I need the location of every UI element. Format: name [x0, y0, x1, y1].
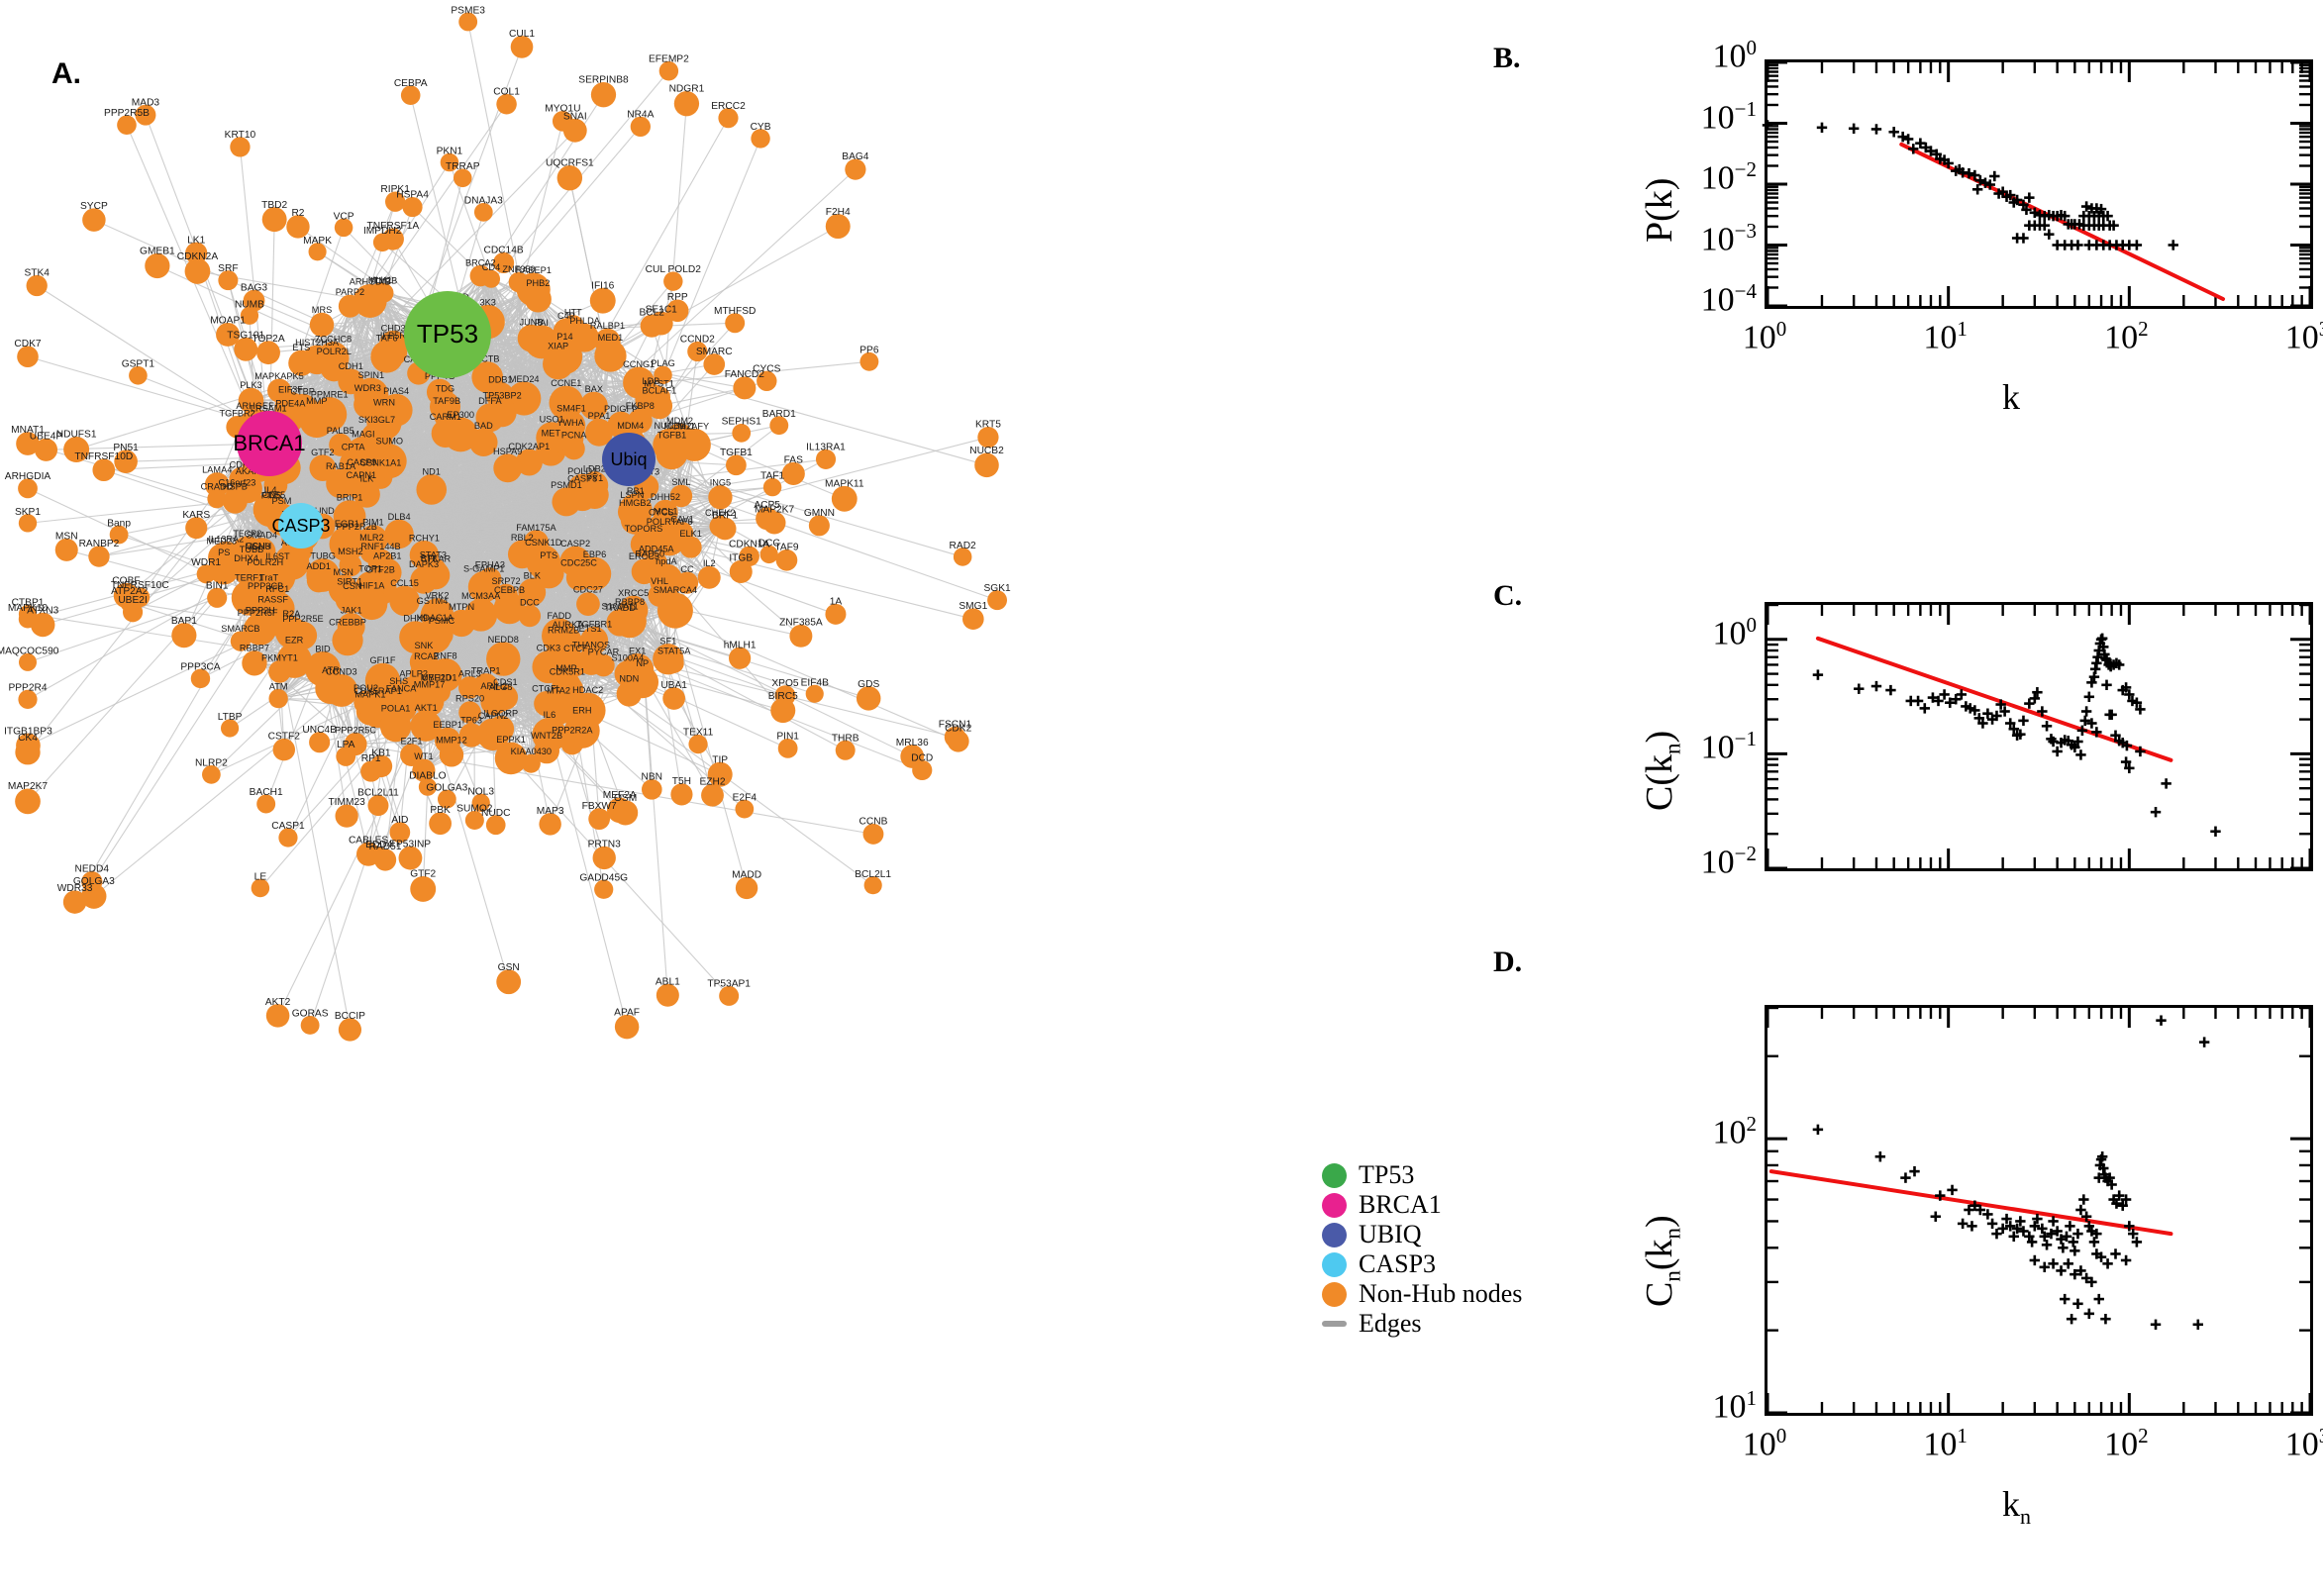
network-node[interactable] — [315, 672, 347, 705]
network-node-label: SEPHS1 — [722, 417, 762, 428]
network-node[interactable] — [543, 349, 574, 380]
network-node[interactable] — [410, 875, 437, 902]
network-node[interactable] — [612, 800, 639, 826]
network-node[interactable] — [663, 652, 684, 673]
network-node[interactable] — [416, 474, 448, 505]
network-node[interactable] — [524, 285, 552, 313]
network-node[interactable] — [708, 485, 733, 510]
network-node-label: ZNF385A — [779, 618, 823, 629]
network-node[interactable] — [15, 788, 41, 815]
network-node[interactable] — [590, 82, 617, 108]
network-node[interactable] — [171, 623, 197, 648]
edge — [665, 445, 695, 581]
network-node-label: MRS — [312, 305, 332, 315]
network-node[interactable] — [261, 207, 287, 233]
network-node[interactable] — [673, 91, 700, 117]
network-node[interactable] — [825, 214, 851, 240]
network-node-label: CCL15 — [390, 578, 419, 588]
network-node-label: GMNN — [804, 508, 835, 519]
network-node-label: MAQCOC590 — [0, 647, 59, 657]
network-node-label: Banp — [107, 518, 131, 529]
network-node-label: S-GAMP1 — [463, 563, 504, 573]
network-node[interactable] — [770, 698, 796, 724]
network-node[interactable] — [556, 164, 583, 191]
network-node-label: MAGI — [352, 429, 374, 439]
network-node[interactable] — [493, 453, 523, 483]
network-node-label: NLRP2 — [195, 758, 228, 769]
network-node-label: KIAA0430 — [511, 747, 552, 756]
network-node[interactable] — [496, 969, 522, 995]
network-node[interactable] — [697, 565, 721, 589]
network-node[interactable] — [306, 568, 331, 593]
network-node[interactable] — [430, 623, 454, 647]
network-node[interactable] — [594, 340, 627, 372]
panel-a-network: A. ARL3 TAF9B Banp npdA ALG8 MAGI MCM3AA DHX9 CD… — [0, 5, 1011, 1042]
network-node[interactable] — [15, 740, 41, 765]
network-node[interactable] — [831, 485, 858, 512]
network-node-label: TEX11 — [683, 728, 714, 739]
network-node[interactable] — [332, 625, 363, 656]
network-node[interactable] — [223, 488, 248, 514]
network-node-label: WDR3 — [354, 383, 381, 393]
network-node[interactable] — [145, 252, 170, 279]
network-node-label: TP53AP1 — [707, 979, 751, 990]
network-node[interactable] — [481, 269, 501, 288]
network-node-label: CDC14B — [483, 246, 523, 256]
network-node-label: CUL POLD2 — [646, 264, 702, 275]
network-node-label: MTHFSD — [714, 306, 756, 317]
network-node-label: LAMA4 — [202, 465, 232, 475]
network-node-label: DLB4 — [388, 512, 411, 522]
network-node[interactable] — [184, 258, 211, 284]
network-node[interactable] — [656, 438, 688, 470]
network-node[interactable] — [338, 294, 362, 318]
network-node-label: TAF9B — [433, 396, 460, 406]
panel-a-label: A. — [51, 57, 81, 90]
network-node[interactable] — [268, 688, 288, 709]
network-node[interactable] — [518, 605, 542, 628]
network-node[interactable] — [589, 287, 616, 314]
network-node-label: SF1 — [659, 637, 676, 647]
network-graph: ARL3TAF9BBanpnpdAALG8MAGIMCM3AADHX9CDC14… — [0, 5, 1011, 1042]
network-node[interactable] — [576, 592, 600, 616]
